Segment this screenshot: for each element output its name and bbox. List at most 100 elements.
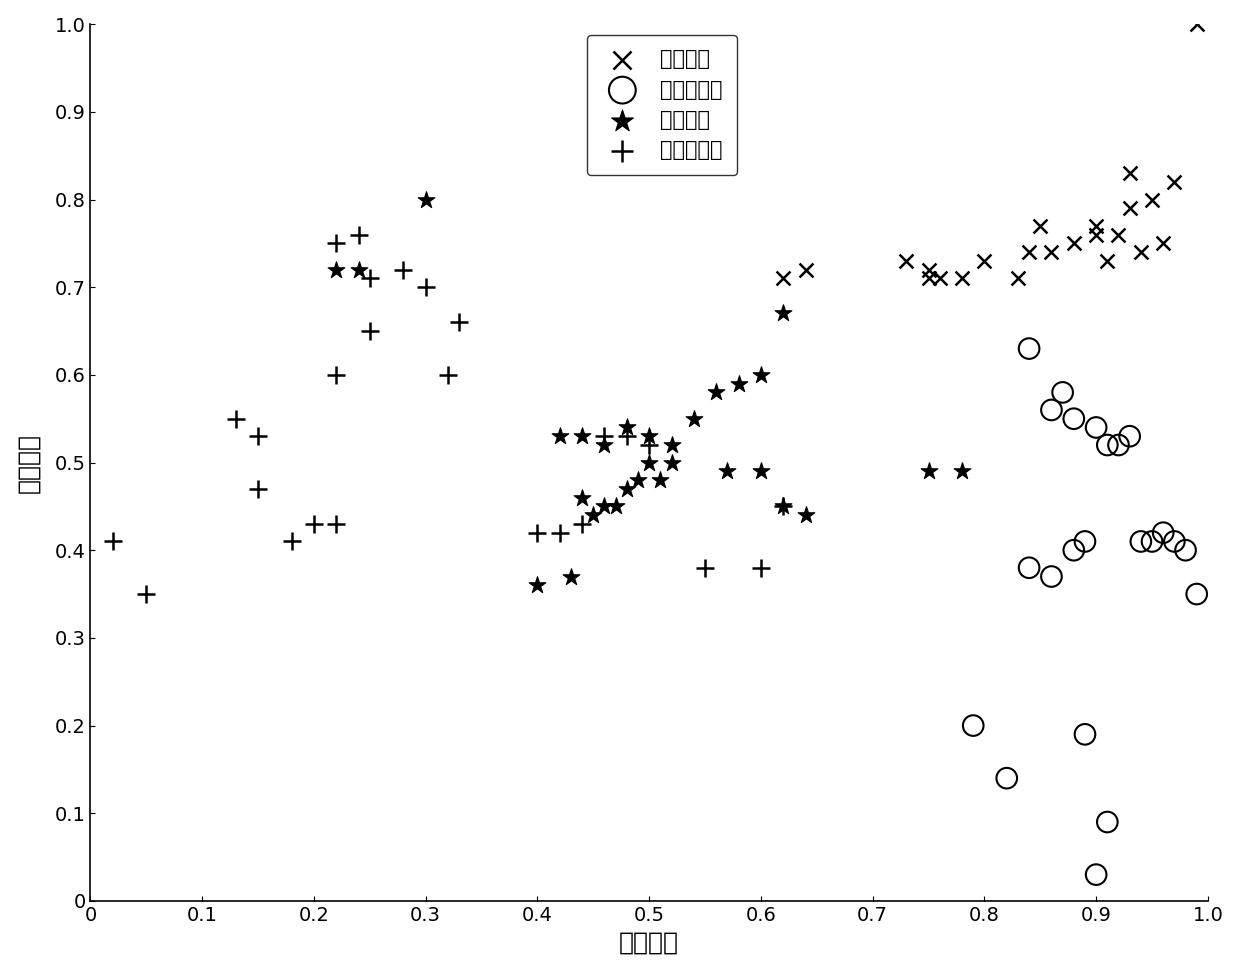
转子不平衡 bbox=[1109, 437, 1128, 452]
转子不平衡 bbox=[1019, 341, 1039, 356]
动静碰摩 bbox=[919, 463, 939, 479]
转子不平衡 bbox=[997, 770, 1017, 786]
动静碰摩 bbox=[415, 191, 435, 207]
轴承座松动 bbox=[248, 481, 268, 496]
动静碰摩 bbox=[326, 262, 346, 278]
轴承座松动 bbox=[103, 534, 123, 550]
转子不平衡 bbox=[1053, 385, 1073, 400]
动静碰摩 bbox=[594, 437, 614, 452]
转子正常 bbox=[1030, 218, 1050, 234]
动静碰摩 bbox=[662, 454, 682, 470]
转子正常 bbox=[1097, 253, 1117, 269]
轴承座松动 bbox=[360, 323, 379, 339]
轴承座松动 bbox=[594, 428, 614, 444]
动静碰摩 bbox=[751, 463, 771, 479]
X-axis label: 歪度指标: 歪度指标 bbox=[619, 930, 680, 954]
动静碰摩 bbox=[774, 499, 794, 515]
动静碰摩 bbox=[560, 569, 580, 585]
Y-axis label: 峡度指标: 峡度指标 bbox=[16, 432, 41, 492]
轴承座松动 bbox=[136, 586, 156, 602]
轴承座松动 bbox=[449, 315, 469, 330]
转子正常 bbox=[919, 271, 939, 286]
转子正常 bbox=[796, 262, 816, 278]
动静碰摩 bbox=[796, 508, 816, 523]
转子不平衡 bbox=[1086, 419, 1106, 435]
转子不平衡 bbox=[1097, 815, 1117, 830]
转子正常 bbox=[1019, 245, 1039, 260]
转子不平衡 bbox=[1075, 534, 1095, 550]
转子正常 bbox=[919, 262, 939, 278]
动静碰摩 bbox=[640, 454, 660, 470]
动静碰摩 bbox=[348, 262, 368, 278]
转子不平衡 bbox=[963, 718, 983, 733]
动静碰摩 bbox=[774, 306, 794, 321]
转子正常 bbox=[1164, 174, 1184, 189]
轴承座松动 bbox=[527, 525, 547, 541]
转子不平衡 bbox=[1164, 534, 1184, 550]
转子正常 bbox=[1064, 236, 1084, 251]
轴承座松动 bbox=[696, 560, 715, 576]
动静碰摩 bbox=[629, 472, 649, 487]
轴承座松动 bbox=[304, 517, 324, 532]
转子正常 bbox=[897, 253, 916, 269]
转子不平衡 bbox=[1064, 411, 1084, 426]
转子不平衡 bbox=[1042, 402, 1061, 418]
轴承座松动 bbox=[393, 262, 413, 278]
轴承座松动 bbox=[616, 428, 636, 444]
轴承座松动 bbox=[640, 437, 660, 452]
轴承座松动 bbox=[751, 560, 771, 576]
转子正常 bbox=[1120, 165, 1140, 181]
转子不平衡 bbox=[1120, 428, 1140, 444]
转子正常 bbox=[774, 271, 794, 286]
轴承座松动 bbox=[226, 411, 246, 426]
动静碰摩 bbox=[729, 376, 749, 391]
动静碰摩 bbox=[583, 508, 603, 523]
转子不平衡 bbox=[1142, 534, 1162, 550]
轴承座松动 bbox=[326, 236, 346, 251]
动静碰摩 bbox=[707, 385, 727, 400]
轴承座松动 bbox=[248, 428, 268, 444]
动静碰摩 bbox=[572, 428, 591, 444]
转子不平衡 bbox=[1097, 437, 1117, 452]
Legend: 转子正常, 转子不平衡, 动静碰摩, 轴承座松动: 转子正常, 转子不平衡, 动静碰摩, 轴承座松动 bbox=[587, 35, 737, 175]
转子正常 bbox=[1008, 271, 1028, 286]
轴承座松动 bbox=[326, 367, 346, 383]
转子正常 bbox=[1109, 227, 1128, 243]
动静碰摩 bbox=[605, 499, 625, 515]
动静碰摩 bbox=[594, 499, 614, 515]
轴承座松动 bbox=[348, 227, 368, 243]
转子不平衡 bbox=[1019, 560, 1039, 576]
轴承座松动 bbox=[415, 280, 435, 295]
轴承座松动 bbox=[572, 517, 591, 532]
轴承座松动 bbox=[326, 517, 346, 532]
转子正常 bbox=[1120, 201, 1140, 217]
转子不平衡 bbox=[1187, 586, 1207, 602]
动静碰摩 bbox=[952, 463, 972, 479]
转子不平衡 bbox=[1131, 534, 1151, 550]
动静碰摩 bbox=[651, 472, 671, 487]
轴承座松动 bbox=[360, 271, 379, 286]
转子正常 bbox=[1153, 236, 1173, 251]
转子正常 bbox=[1187, 17, 1207, 32]
转子正常 bbox=[1086, 227, 1106, 243]
轴承座松动 bbox=[438, 367, 458, 383]
动静碰摩 bbox=[718, 463, 738, 479]
转子不平衡 bbox=[1086, 867, 1106, 883]
转子不平衡 bbox=[1064, 543, 1084, 558]
动静碰摩 bbox=[640, 428, 660, 444]
转子正常 bbox=[975, 253, 994, 269]
转子正常 bbox=[1142, 191, 1162, 207]
转子正常 bbox=[1042, 245, 1061, 260]
动静碰摩 bbox=[549, 428, 569, 444]
转子正常 bbox=[930, 271, 950, 286]
转子不平衡 bbox=[1042, 569, 1061, 585]
转子正常 bbox=[952, 271, 972, 286]
动静碰摩 bbox=[572, 489, 591, 505]
转子不平衡 bbox=[1075, 726, 1095, 742]
动静碰摩 bbox=[751, 367, 771, 383]
轴承座松动 bbox=[549, 525, 569, 541]
动静碰摩 bbox=[616, 481, 636, 496]
轴承座松动 bbox=[281, 534, 301, 550]
转子正常 bbox=[1086, 218, 1106, 234]
转子不平衡 bbox=[1176, 543, 1195, 558]
